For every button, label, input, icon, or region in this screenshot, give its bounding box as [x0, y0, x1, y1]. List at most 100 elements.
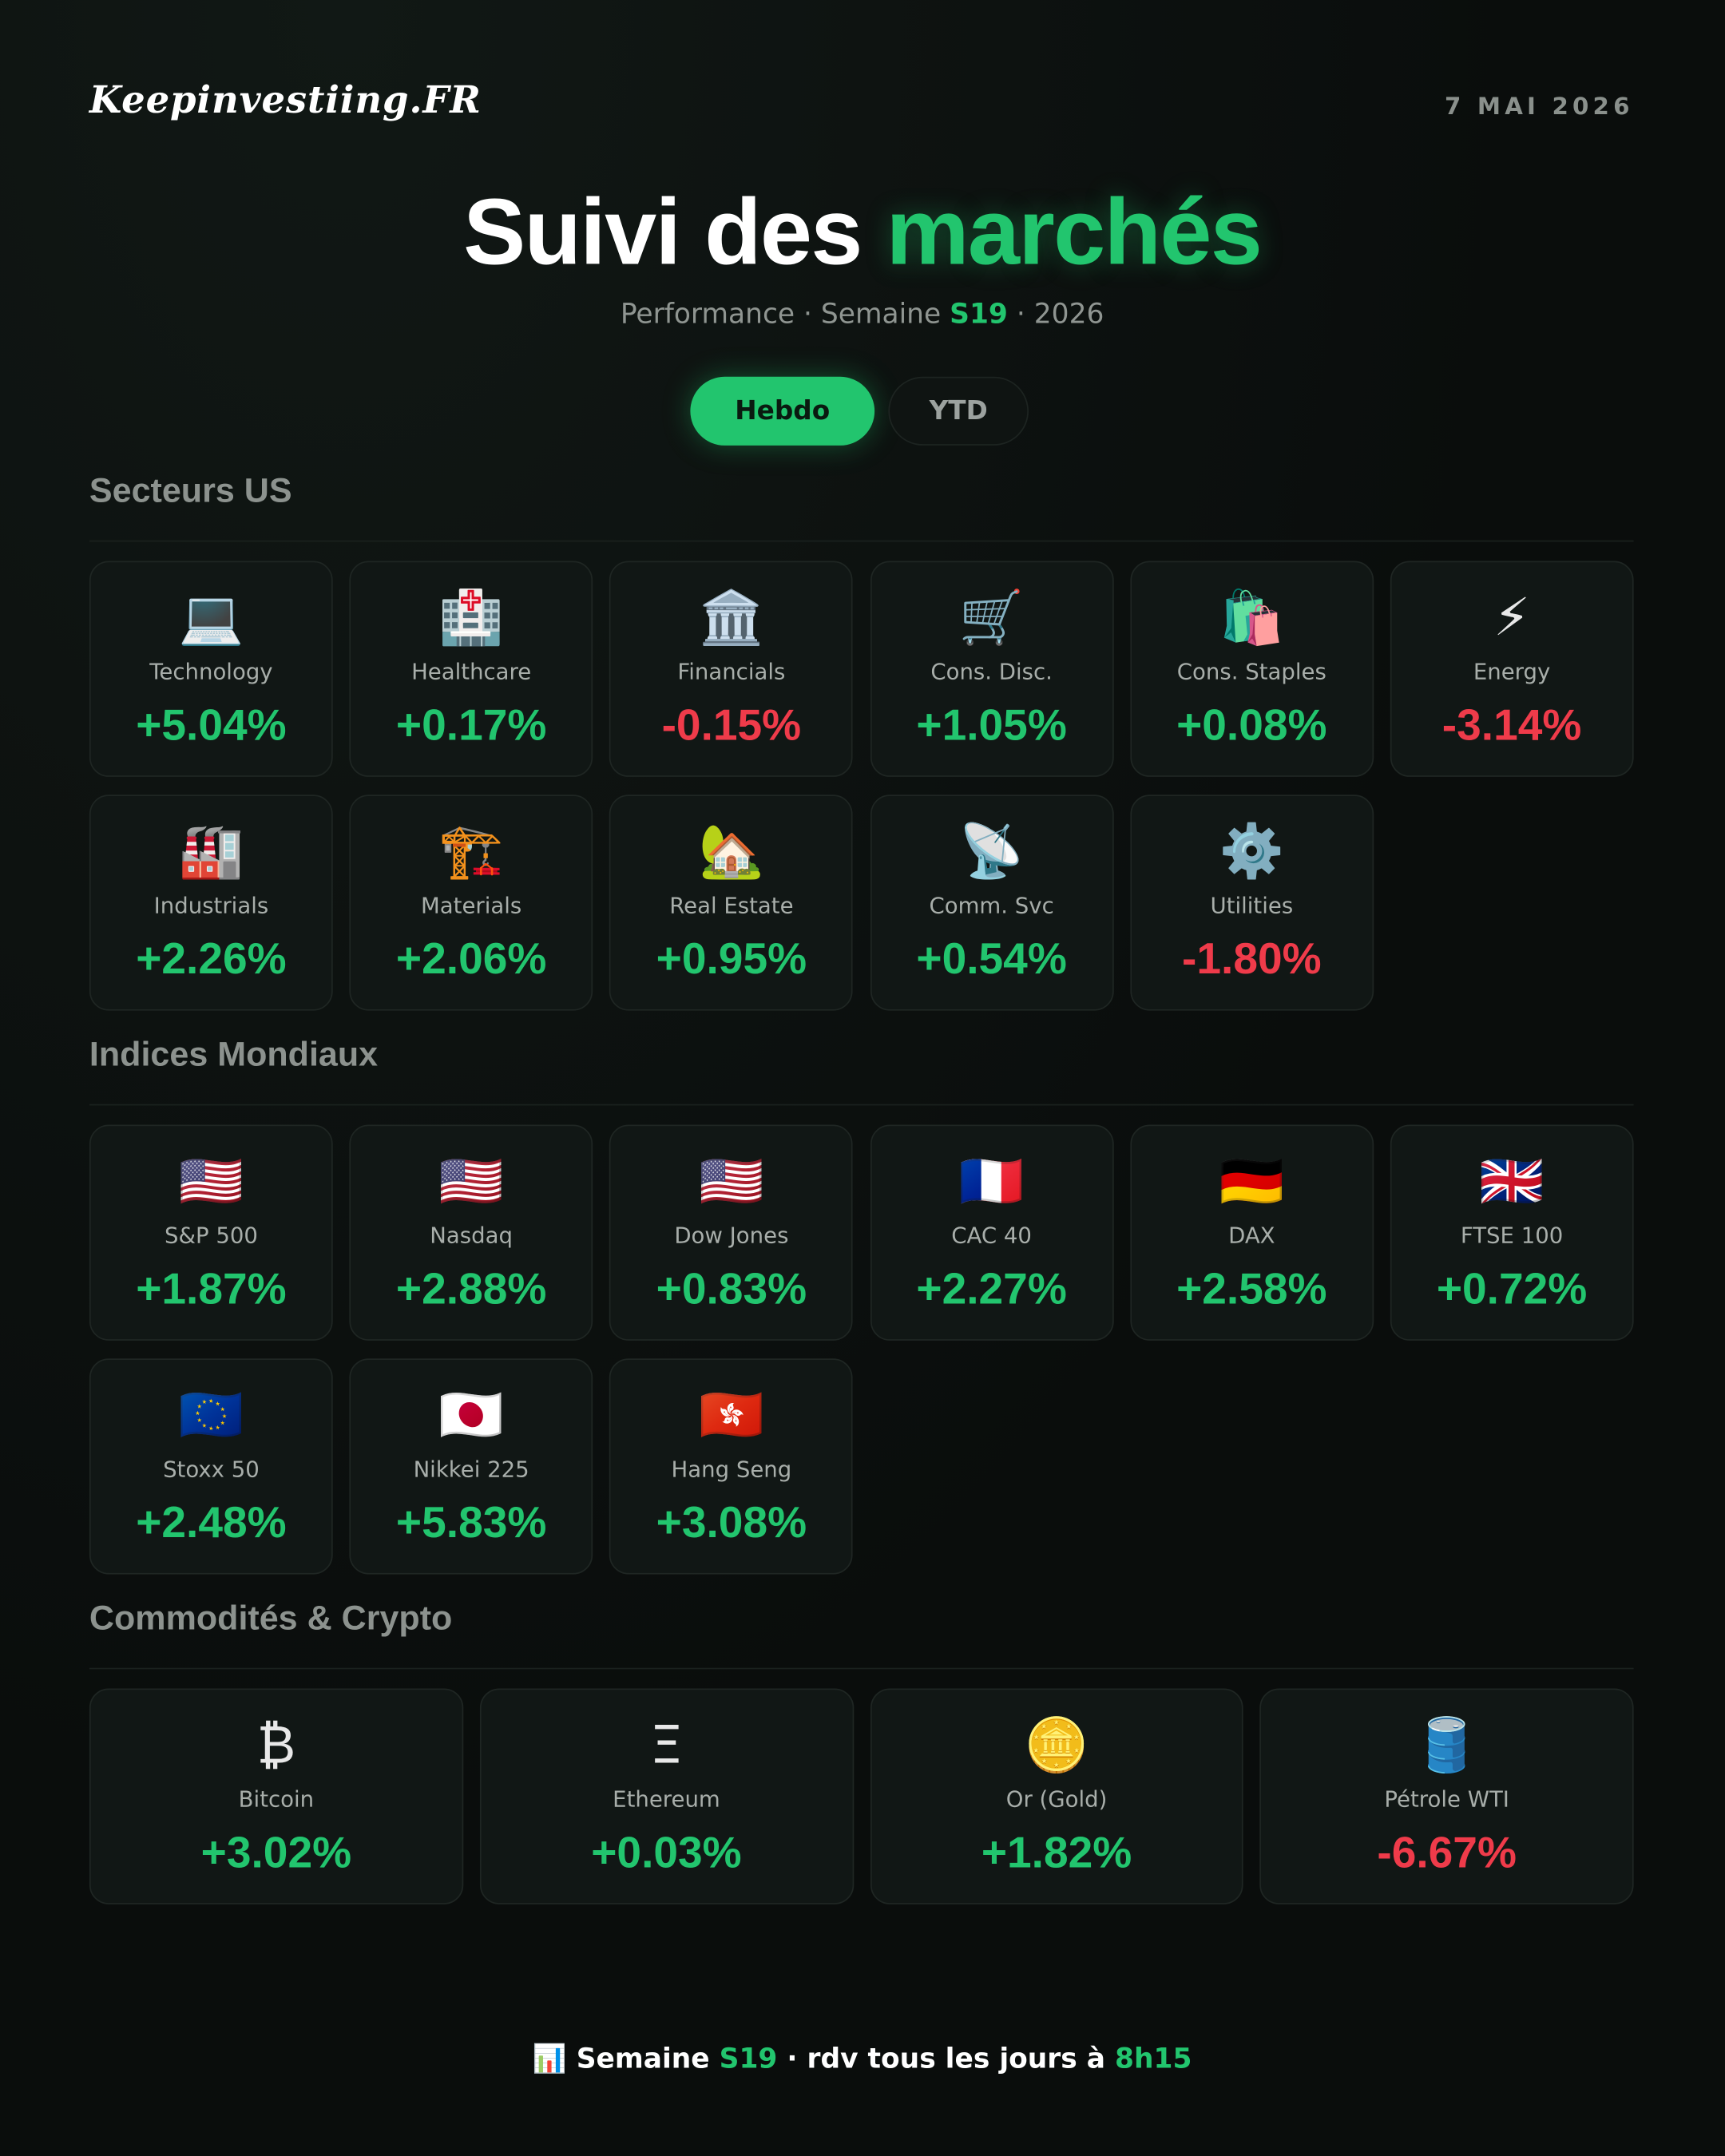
card-icon: 🇺🇸 [438, 1151, 504, 1211]
footer-text: · rdv tous les jours à [787, 2042, 1106, 2075]
card: 🇭🇰 Hang Seng +3.08% [609, 1358, 854, 1575]
card-value: +0.83% [656, 1263, 807, 1314]
footer-text: Semaine [576, 2042, 710, 2075]
card-name: Ethereum [613, 1785, 720, 1813]
card: 🇺🇸 Dow Jones +0.83% [609, 1124, 854, 1341]
footer: 📊 Semaine S19 · rdv tous les jours à 8h1… [0, 2042, 1724, 2075]
card: 🇯🇵 Nikkei 225 +5.83% [349, 1358, 593, 1575]
card: ₿ Bitcoin +3.02% [89, 1688, 463, 1904]
card-name: Nikkei 225 [413, 1456, 529, 1483]
card: 🛒 Cons. Disc. +1.05% [870, 561, 1114, 777]
footer-time: 8h15 [1115, 2042, 1192, 2075]
card: 🏭 Industrials +2.26% [89, 795, 333, 1011]
card-value: +3.08% [656, 1497, 807, 1548]
card: 🏗️ Materials +2.06% [349, 795, 593, 1011]
card-icon: 🏡 [699, 820, 764, 882]
card-name: Industrials [153, 892, 269, 919]
card-name: Cons. Disc. [930, 658, 1053, 685]
card-name: DAX [1228, 1222, 1275, 1249]
card-icon: 🛢️ [1414, 1714, 1480, 1775]
card-icon: 🇬🇧 [1479, 1151, 1545, 1211]
title-highlight: marchés [886, 180, 1263, 285]
card: Ξ Ethereum +0.03% [479, 1688, 854, 1904]
card-icon: 🛒 [958, 587, 1025, 648]
card-icon: 🏥 [438, 587, 504, 648]
card-icon: 🇺🇸 [699, 1151, 764, 1211]
subtitle-text: · 2026 [1016, 296, 1104, 331]
card: 🏥 Healthcare +0.17% [349, 561, 593, 777]
card-name: CAC 40 [951, 1222, 1032, 1249]
card-name: FTSE 100 [1460, 1222, 1564, 1249]
card-name: Healthcare [411, 658, 532, 685]
card-icon: 🇭🇰 [699, 1384, 764, 1445]
card-name: Bitcoin [238, 1785, 315, 1813]
card-name: Comm. Svc [929, 892, 1054, 919]
card: 📡 Comm. Svc +0.54% [870, 795, 1114, 1011]
card: ⚙️ Utilities -1.80% [1129, 795, 1374, 1011]
card-value: +2.27% [916, 1263, 1067, 1314]
subtitle: Performance · Semaine S19 · 2026 [0, 297, 1724, 330]
section-title: Commodités & Crypto [89, 1599, 453, 1638]
card-icon: ₿ [256, 1714, 296, 1775]
card-value: +2.48% [136, 1497, 287, 1548]
card: 💻 Technology +5.04% [89, 561, 333, 777]
logo: Keepinvestiing.FR [89, 79, 482, 123]
week: S19 [950, 296, 1008, 331]
card-value: +1.82% [981, 1827, 1132, 1877]
card: 🇬🇧 FTSE 100 +0.72% [1390, 1124, 1634, 1341]
card-icon: 🏭 [178, 820, 244, 882]
card-icon: 🇺🇸 [178, 1151, 244, 1211]
card-value: +0.03% [591, 1827, 742, 1877]
card-icon: 📡 [958, 820, 1025, 882]
tab-hebdo[interactable]: Hebdo [690, 376, 875, 446]
card-value: -6.67% [1377, 1827, 1517, 1877]
card: 🛢️ Pétrole WTI -6.67% [1259, 1688, 1634, 1904]
card-value: +2.06% [395, 933, 547, 984]
card-name: Hang Seng [671, 1456, 792, 1483]
card-icon: 🇩🇪 [1219, 1151, 1285, 1211]
card-name: Utilities [1210, 892, 1294, 919]
card-value: +1.87% [136, 1263, 287, 1314]
section-divider [89, 1667, 1634, 1670]
card-icon: 🛍️ [1219, 587, 1285, 648]
card-value: +0.95% [656, 933, 807, 984]
card-icon: 💻 [178, 587, 244, 648]
card-value: +5.83% [395, 1497, 547, 1548]
card-value: +2.58% [1176, 1263, 1327, 1314]
title-text: Suivi des [463, 180, 862, 285]
card-name: Stoxx 50 [163, 1456, 260, 1483]
card-value: -1.80% [1182, 933, 1322, 984]
card-icon: 🇯🇵 [438, 1384, 504, 1445]
card-name: Or (Gold) [1005, 1785, 1108, 1813]
card-value: +0.08% [1176, 700, 1327, 750]
card-icon: 🇪🇺 [178, 1384, 244, 1445]
card-icon: 🪙 [1024, 1714, 1089, 1775]
card-name: Technology [149, 658, 273, 685]
card: 🇫🇷 CAC 40 +2.27% [870, 1124, 1114, 1341]
card-name: Dow Jones [674, 1222, 789, 1249]
section-title: Secteurs US [89, 471, 292, 510]
section-title: Indices Mondiaux [89, 1035, 379, 1074]
card-icon: 🏛️ [699, 587, 764, 648]
card-name: Nasdaq [430, 1222, 513, 1249]
date: 7 MAI 2026 [1445, 93, 1634, 121]
tab-ytd[interactable]: YTD [888, 376, 1029, 446]
card-name: Materials [421, 892, 522, 919]
card-icon: ⚙️ [1219, 820, 1285, 882]
card: 🏛️ Financials -0.15% [609, 561, 854, 777]
section-divider [89, 1104, 1634, 1106]
card-value: +0.54% [916, 933, 1067, 984]
card: ⚡ Energy -3.14% [1390, 561, 1634, 777]
card-value: +1.05% [916, 700, 1067, 750]
card-value: -3.14% [1441, 700, 1582, 750]
card: 🇩🇪 DAX +2.58% [1129, 1124, 1374, 1341]
card: 🪙 Or (Gold) +1.82% [870, 1688, 1244, 1904]
card-name: Financials [677, 658, 786, 685]
card-icon: Ξ [649, 1714, 684, 1775]
card-name: Pétrole WTI [1384, 1785, 1509, 1813]
card: 🇺🇸 S&P 500 +1.87% [89, 1124, 333, 1341]
card-value: +2.88% [395, 1263, 547, 1314]
card: 🇪🇺 Stoxx 50 +2.48% [89, 1358, 333, 1575]
